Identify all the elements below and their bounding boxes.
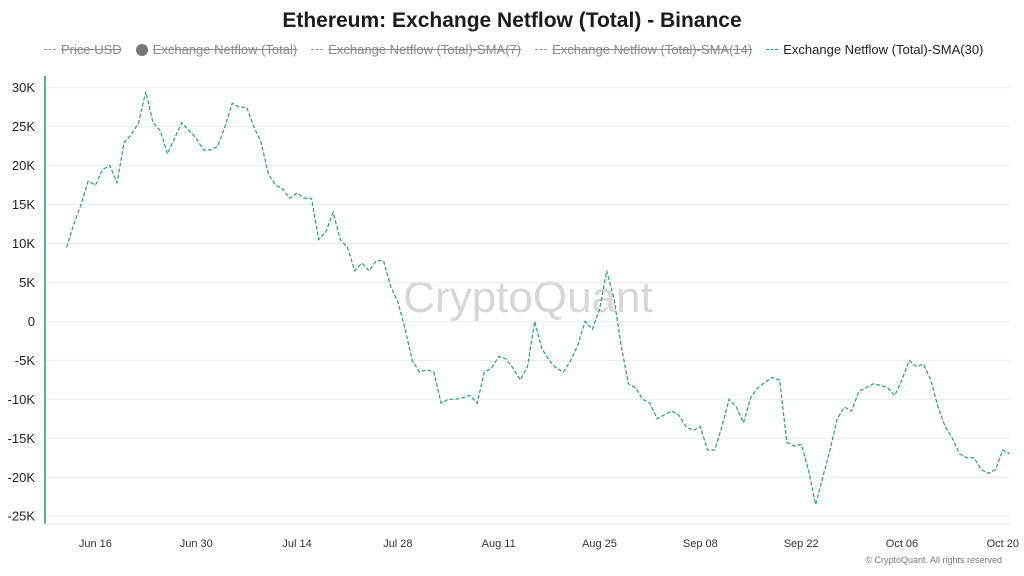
- x-tick-label: Jun 16: [79, 538, 112, 550]
- line-marker-icon: [44, 49, 56, 50]
- x-tick-label: Sep 22: [784, 538, 819, 550]
- x-tick-label: Sep 08: [683, 538, 718, 550]
- legend-label: Price USD: [61, 42, 122, 57]
- y-tick-label: -10K: [8, 392, 36, 407]
- y-tick-label: -5K: [15, 353, 36, 368]
- legend-item-sma30[interactable]: Exchange Netflow (Total)-SMA(30): [766, 42, 983, 57]
- legend-item-sma7[interactable]: Exchange Netflow (Total)-SMA(7): [311, 42, 521, 57]
- legend: Price USD Exchange Netflow (Total) Excha…: [44, 42, 983, 57]
- y-tick-label: 25K: [12, 119, 35, 134]
- x-tick-label: Jul 14: [282, 538, 311, 550]
- y-tick-label: 0: [28, 314, 35, 329]
- x-tick-label: Jul 28: [383, 538, 412, 550]
- y-axis-ticks: 30K 25K 20K 15K 10K 5K 0 -5K -10K -15K -20K -25K: [8, 80, 36, 524]
- y-tick-label: 20K: [12, 158, 35, 173]
- y-tick-label: 10K: [12, 236, 35, 251]
- y-tick-label: 5K: [19, 275, 35, 290]
- legend-item-exchange-netflow[interactable]: Exchange Netflow (Total): [135, 42, 298, 57]
- dot-marker-icon: [135, 43, 148, 56]
- legend-item-price-usd[interactable]: Price USD: [44, 42, 122, 57]
- legend-label: Exchange Netflow (Total): [152, 42, 298, 57]
- legend-item-sma14[interactable]: Exchange Netflow (Total)-SMA(14): [535, 42, 752, 57]
- series-line-sma30: [66, 91, 1011, 505]
- x-tick-label: Aug 11: [482, 538, 516, 550]
- line-marker-icon: [311, 49, 324, 50]
- y-tick-label: 15K: [12, 197, 35, 212]
- x-tick-label: Oct 06: [886, 538, 918, 550]
- line-marker-icon: [766, 49, 779, 50]
- y-tick-label: -25K: [8, 509, 36, 524]
- x-axis-ticks: Jun 16 Jun 30 Jul 14 Jul 28 Aug 11 Aug 25 Sep …: [79, 538, 1019, 550]
- watermark: CryptoQuant: [403, 273, 652, 322]
- legend-label: Exchange Netflow (Total)-SMA(7): [328, 42, 522, 57]
- y-tick-label: 30K: [12, 80, 35, 95]
- series-group: [66, 91, 1011, 505]
- copyright-text: © CryptoQuant. All rights reserved: [865, 555, 1002, 565]
- x-tick-label: Aug 25: [582, 538, 617, 550]
- legend-label: Exchange Netflow (Total)-SMA(14): [552, 42, 753, 57]
- legend-label: Exchange Netflow (Total)-SMA(30): [783, 42, 984, 57]
- y-gridlines: [45, 87, 1010, 517]
- x-tick-label: Jun 30: [180, 538, 213, 550]
- y-tick-label: -15K: [8, 431, 36, 446]
- y-tick-label: -20K: [8, 470, 36, 485]
- x-tick-label: Oct 20: [987, 538, 1019, 550]
- chart-title: Ethereum: Exchange Netflow (Total) - Bin…: [282, 9, 742, 32]
- line-marker-icon: [535, 49, 548, 50]
